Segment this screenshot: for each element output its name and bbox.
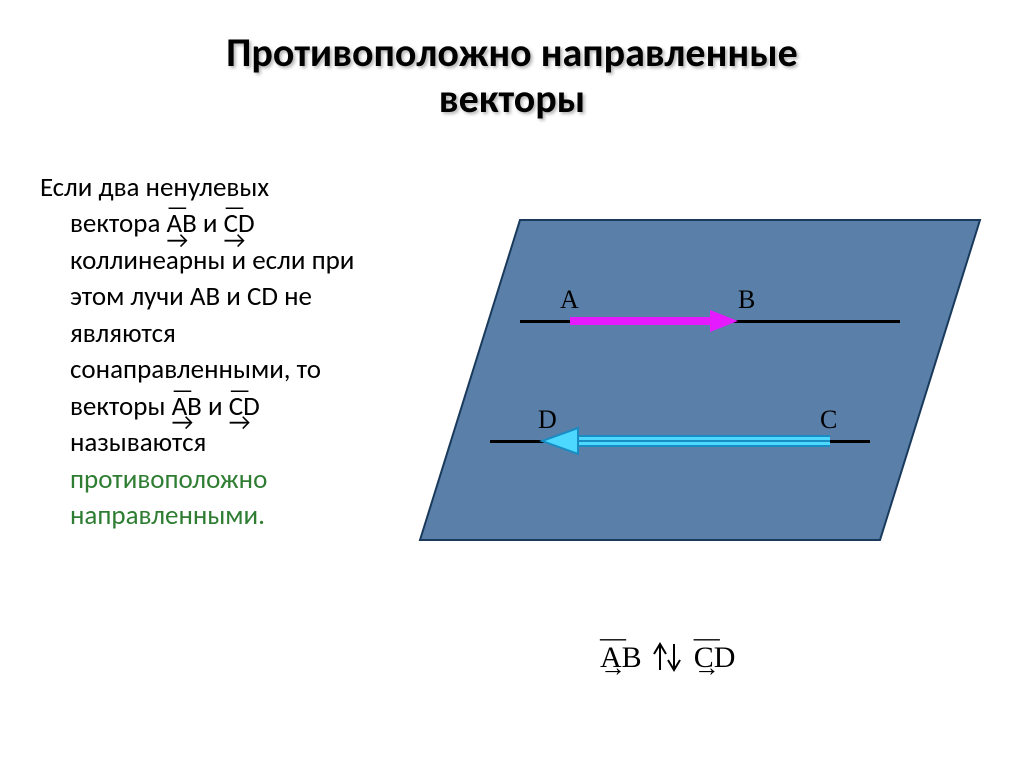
point-label-d: D xyxy=(538,405,557,435)
slide-title: Противоположно направленные векторы xyxy=(0,0,1024,122)
text-line: являются xyxy=(70,317,176,350)
text-line-highlight: противоположно xyxy=(70,463,267,496)
vector-ab-inline: —→АВ xyxy=(167,206,197,242)
text-frag: и xyxy=(197,207,224,240)
text-frag: вектора xyxy=(70,207,167,240)
vector-cd-inline: —→СD xyxy=(224,206,255,242)
notation-cd: —→ CD xyxy=(694,641,736,675)
title-line2: векторы xyxy=(439,74,585,123)
text-line: коллинеарны и если при xyxy=(70,244,354,277)
title-line1: Противоположно направленные xyxy=(226,28,798,77)
text-line-highlight: направленными. xyxy=(70,499,265,532)
text-line: этом лучи АВ и CD не xyxy=(70,280,312,313)
text-frag: и xyxy=(202,390,229,423)
vector-diagram: A B D C xyxy=(400,210,1000,590)
vector-ab-arrow xyxy=(570,321,870,471)
notation-ab: —→ AB xyxy=(600,641,642,675)
point-label-b: B xyxy=(738,285,755,315)
vector-cd-inline: —→СD xyxy=(229,389,260,425)
point-label-c: C xyxy=(820,405,837,435)
vector-cd-arrow xyxy=(830,441,1024,591)
vector-ab-inline: —→АВ xyxy=(172,389,202,425)
point-label-a: A xyxy=(560,285,579,315)
definition-text: Если два ненулевых вектора —→АВ и —→СD к… xyxy=(40,170,420,534)
vector-notation: —→ AB —→ CD xyxy=(600,640,735,676)
antiparallel-symbol xyxy=(648,640,688,676)
text-frag: векторы xyxy=(70,390,172,423)
